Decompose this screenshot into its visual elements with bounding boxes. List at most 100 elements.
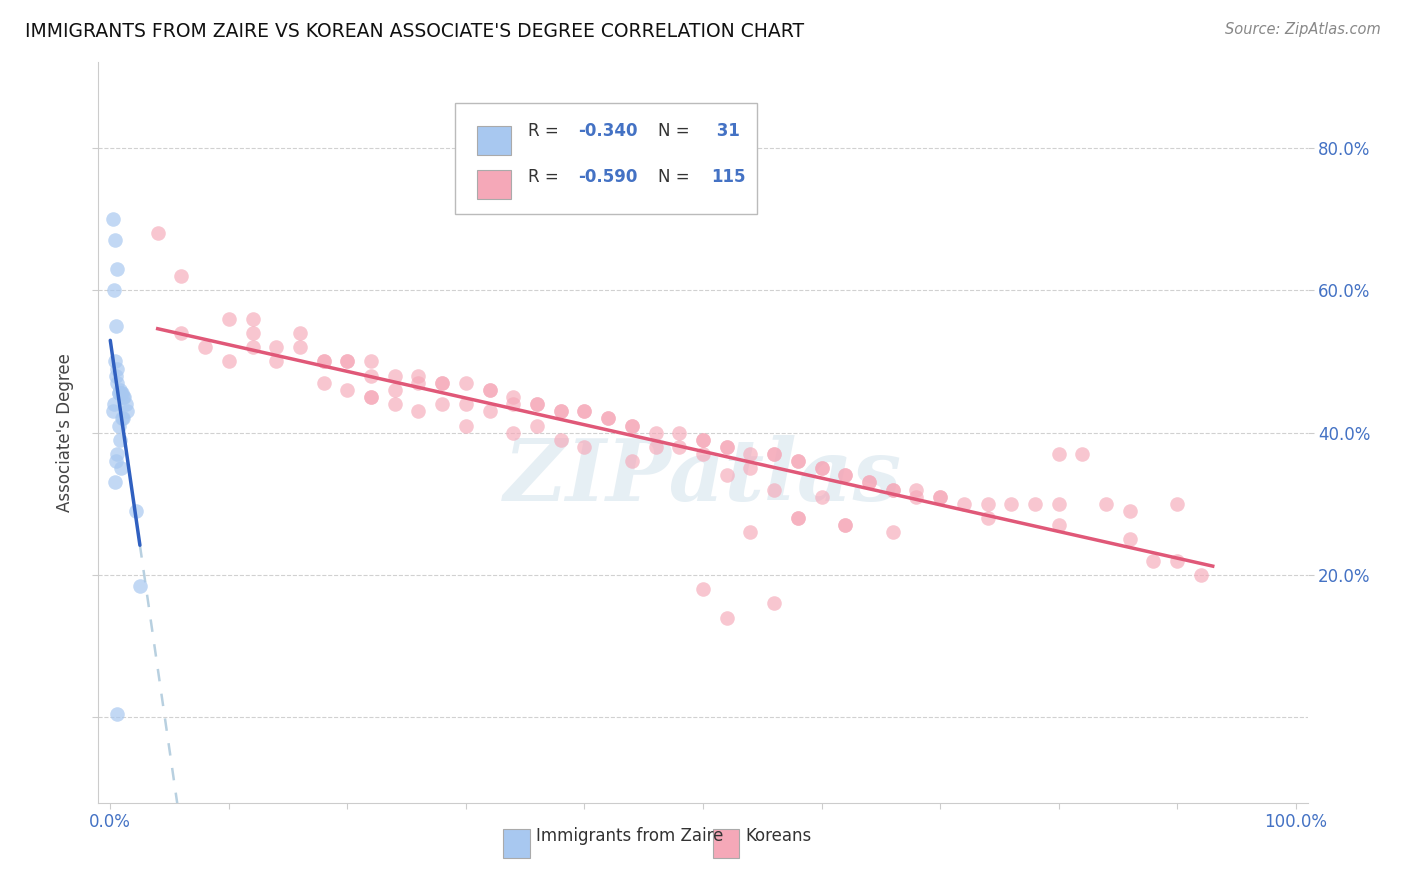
Point (763, 597, 786, 611)
Point (105, 376, 128, 390)
Point (288, 326, 311, 340)
Point (786, 454, 808, 468)
Point (264, 354, 287, 368)
Point (125, 504, 148, 518)
Point (105, 361, 128, 376)
Point (526, 418, 548, 433)
Point (550, 433, 572, 447)
Point (620, 418, 643, 433)
Point (107, 386, 129, 401)
Point (242, 340, 264, 354)
Text: Koreans: Koreans (745, 827, 811, 845)
Point (111, 386, 134, 401)
Point (763, 447, 786, 461)
Point (111, 411, 134, 425)
Point (336, 383, 359, 397)
Point (952, 497, 974, 511)
Point (692, 447, 714, 461)
Point (101, 212, 124, 227)
Point (834, 468, 856, 483)
Point (105, 261, 128, 276)
Point (740, 525, 762, 540)
Point (1166, 497, 1188, 511)
Point (336, 354, 359, 368)
Point (104, 234, 127, 248)
Point (312, 376, 335, 390)
Point (101, 404, 124, 418)
Point (1024, 497, 1046, 511)
Point (620, 418, 643, 433)
Point (384, 397, 406, 411)
Point (107, 386, 129, 401)
Point (146, 227, 169, 241)
Point (312, 354, 335, 368)
Point (360, 368, 382, 383)
Point (1166, 554, 1188, 568)
Point (105, 706, 128, 721)
Point (1047, 447, 1070, 461)
Point (408, 376, 430, 390)
Point (692, 582, 714, 597)
Point (644, 440, 666, 454)
Point (574, 440, 596, 454)
Point (929, 490, 952, 504)
Point (763, 447, 786, 461)
Text: -0.590: -0.590 (578, 168, 638, 186)
Point (360, 390, 382, 404)
Point (1071, 447, 1094, 461)
Point (115, 404, 138, 418)
Point (526, 397, 548, 411)
Point (194, 340, 217, 354)
Point (810, 461, 832, 475)
Point (786, 454, 808, 468)
Point (858, 475, 880, 490)
Point (105, 318, 128, 333)
Point (218, 311, 240, 326)
Point (408, 368, 430, 383)
Point (574, 404, 596, 418)
Point (1047, 518, 1070, 533)
Point (502, 425, 524, 440)
Point (432, 376, 454, 390)
Text: R =: R = (527, 168, 564, 186)
Point (1047, 497, 1070, 511)
Point (716, 468, 738, 483)
Bar (503, 829, 530, 858)
Point (112, 390, 135, 404)
Point (834, 518, 856, 533)
Point (312, 354, 335, 368)
Point (384, 368, 406, 383)
Text: R =: R = (527, 121, 564, 140)
Point (478, 404, 501, 418)
Point (692, 433, 714, 447)
Text: 31: 31 (711, 121, 741, 140)
Point (976, 511, 998, 525)
Point (1142, 554, 1164, 568)
Point (336, 354, 359, 368)
Point (526, 397, 548, 411)
Point (1095, 497, 1118, 511)
Point (929, 490, 952, 504)
Point (114, 397, 136, 411)
Point (218, 354, 240, 368)
Point (242, 311, 264, 326)
Point (763, 483, 786, 497)
Point (432, 376, 454, 390)
Point (360, 390, 382, 404)
Point (502, 390, 524, 404)
Point (108, 433, 131, 447)
Point (834, 518, 856, 533)
Point (905, 483, 928, 497)
Point (644, 425, 666, 440)
Point (668, 440, 690, 454)
Point (108, 383, 131, 397)
Point (454, 376, 477, 390)
Point (384, 383, 406, 397)
Point (716, 440, 738, 454)
Point (288, 340, 311, 354)
Point (716, 610, 738, 624)
Point (976, 497, 998, 511)
Point (103, 397, 125, 411)
Bar (713, 829, 740, 858)
Bar (477, 126, 510, 155)
